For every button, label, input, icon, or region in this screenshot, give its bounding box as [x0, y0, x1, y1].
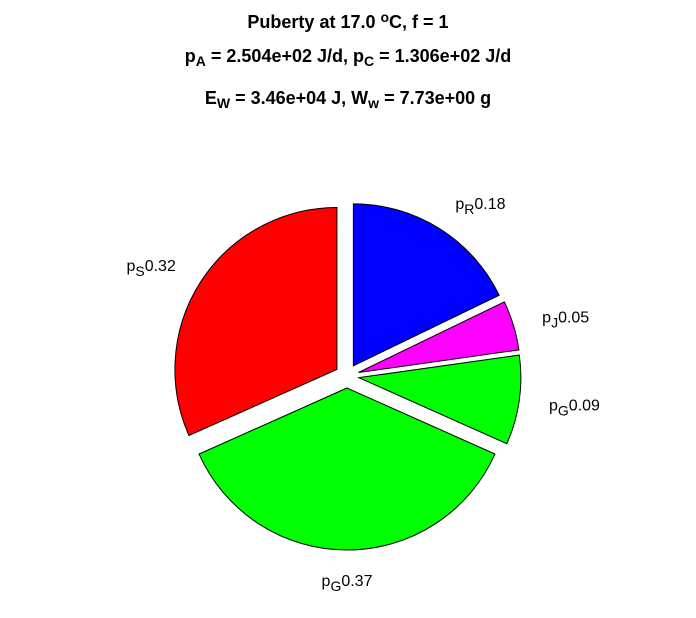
- label-sub: G: [330, 578, 341, 594]
- label-base: p: [322, 573, 331, 590]
- title-part: C, f = 1: [389, 12, 449, 32]
- label-sub: R: [464, 201, 474, 217]
- label-base: p: [542, 310, 551, 327]
- title-part: A: [196, 53, 206, 69]
- title-part: = 1.306e+02 J/d: [374, 46, 511, 66]
- label-sub: S: [135, 263, 144, 279]
- label-value: 0.37: [341, 573, 372, 590]
- title-part: = 3.46e+04 J, W: [230, 88, 368, 108]
- title-part: Puberty at 17.0: [247, 12, 380, 32]
- label-value: 0.32: [145, 258, 176, 275]
- slice-label: pG0.09: [549, 397, 600, 418]
- title-part: p: [185, 46, 196, 66]
- title-part: = 2.504e+02 J/d, p: [206, 46, 364, 66]
- pie-slice: [198, 387, 496, 551]
- slice-label: pS0.32: [126, 258, 175, 279]
- label-base: p: [126, 258, 135, 275]
- title-part: = 7.73e+00 g: [379, 88, 491, 108]
- title-part: w: [367, 95, 379, 111]
- pie-slice: [358, 301, 520, 374]
- label-base: p: [455, 196, 464, 213]
- title-part: W: [217, 95, 231, 111]
- title-part: C: [364, 53, 374, 69]
- label-value: 0.09: [569, 397, 600, 414]
- label-sub: J: [551, 314, 558, 330]
- label-value: 0.05: [558, 310, 589, 327]
- chart-title: pA = 2.504e+02 J/d, pC = 1.306e+02 J/d: [185, 46, 511, 69]
- pie-slice: [357, 354, 522, 445]
- slice-label: pR0.18: [455, 196, 505, 217]
- label-base: p: [549, 397, 558, 414]
- chart-title: EW = 3.46e+04 J, Ww = 7.73e+00 g: [205, 88, 491, 111]
- pie-slice: [174, 206, 338, 437]
- chart-title: Puberty at 17.0 oC, f = 1: [247, 9, 448, 32]
- title-part: E: [205, 88, 217, 108]
- slice-label: pJ0.05: [542, 310, 589, 331]
- pie-slice: [352, 203, 500, 367]
- title-part: o: [380, 9, 389, 25]
- label-value: 0.18: [474, 196, 505, 213]
- slice-label: pG0.37: [322, 573, 373, 594]
- label-sub: G: [558, 402, 569, 418]
